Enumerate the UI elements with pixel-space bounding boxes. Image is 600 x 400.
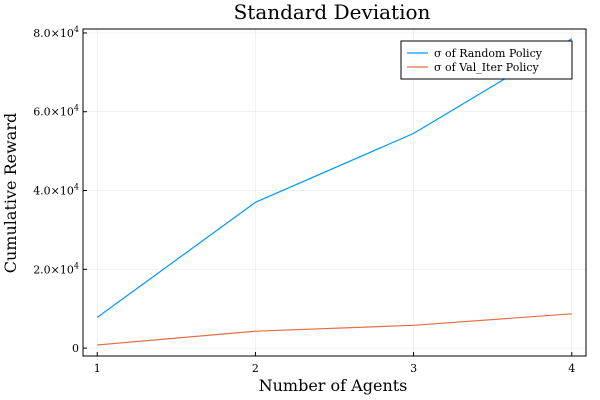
y-tick-label: 8.0×104 [33,25,79,40]
y-axis-label: Cumulative Reward [1,113,20,273]
chart-title: Standard Deviation [234,0,431,24]
x-tick-label: 2 [252,362,259,375]
series-lines [96,38,573,346]
x-tick-label: 1 [94,362,101,375]
legend-entry: σ of Random Policy [434,47,543,60]
y-tick-label: 0 [72,342,79,355]
y-tick-label: 4.0×104 [33,183,79,198]
y-tick-label: 2.0×104 [33,261,79,276]
series-line-2 [97,313,572,346]
x-axis-label: Number of Agents [259,376,408,395]
series-line-1 [96,38,573,318]
axis-ticks: 1 2 3 4 0 2.0×104 4.0×104 6.0×104 8.0×104 [33,25,575,375]
x-tick-label: 4 [568,362,575,375]
grid [83,29,586,356]
x-tick-label: 3 [410,362,417,375]
y-tick-label: 6.0×104 [33,104,79,119]
legend-box [400,40,573,80]
legend-entry: σ of Val_Iter Policy [434,61,540,74]
plot-frame [82,28,587,357]
